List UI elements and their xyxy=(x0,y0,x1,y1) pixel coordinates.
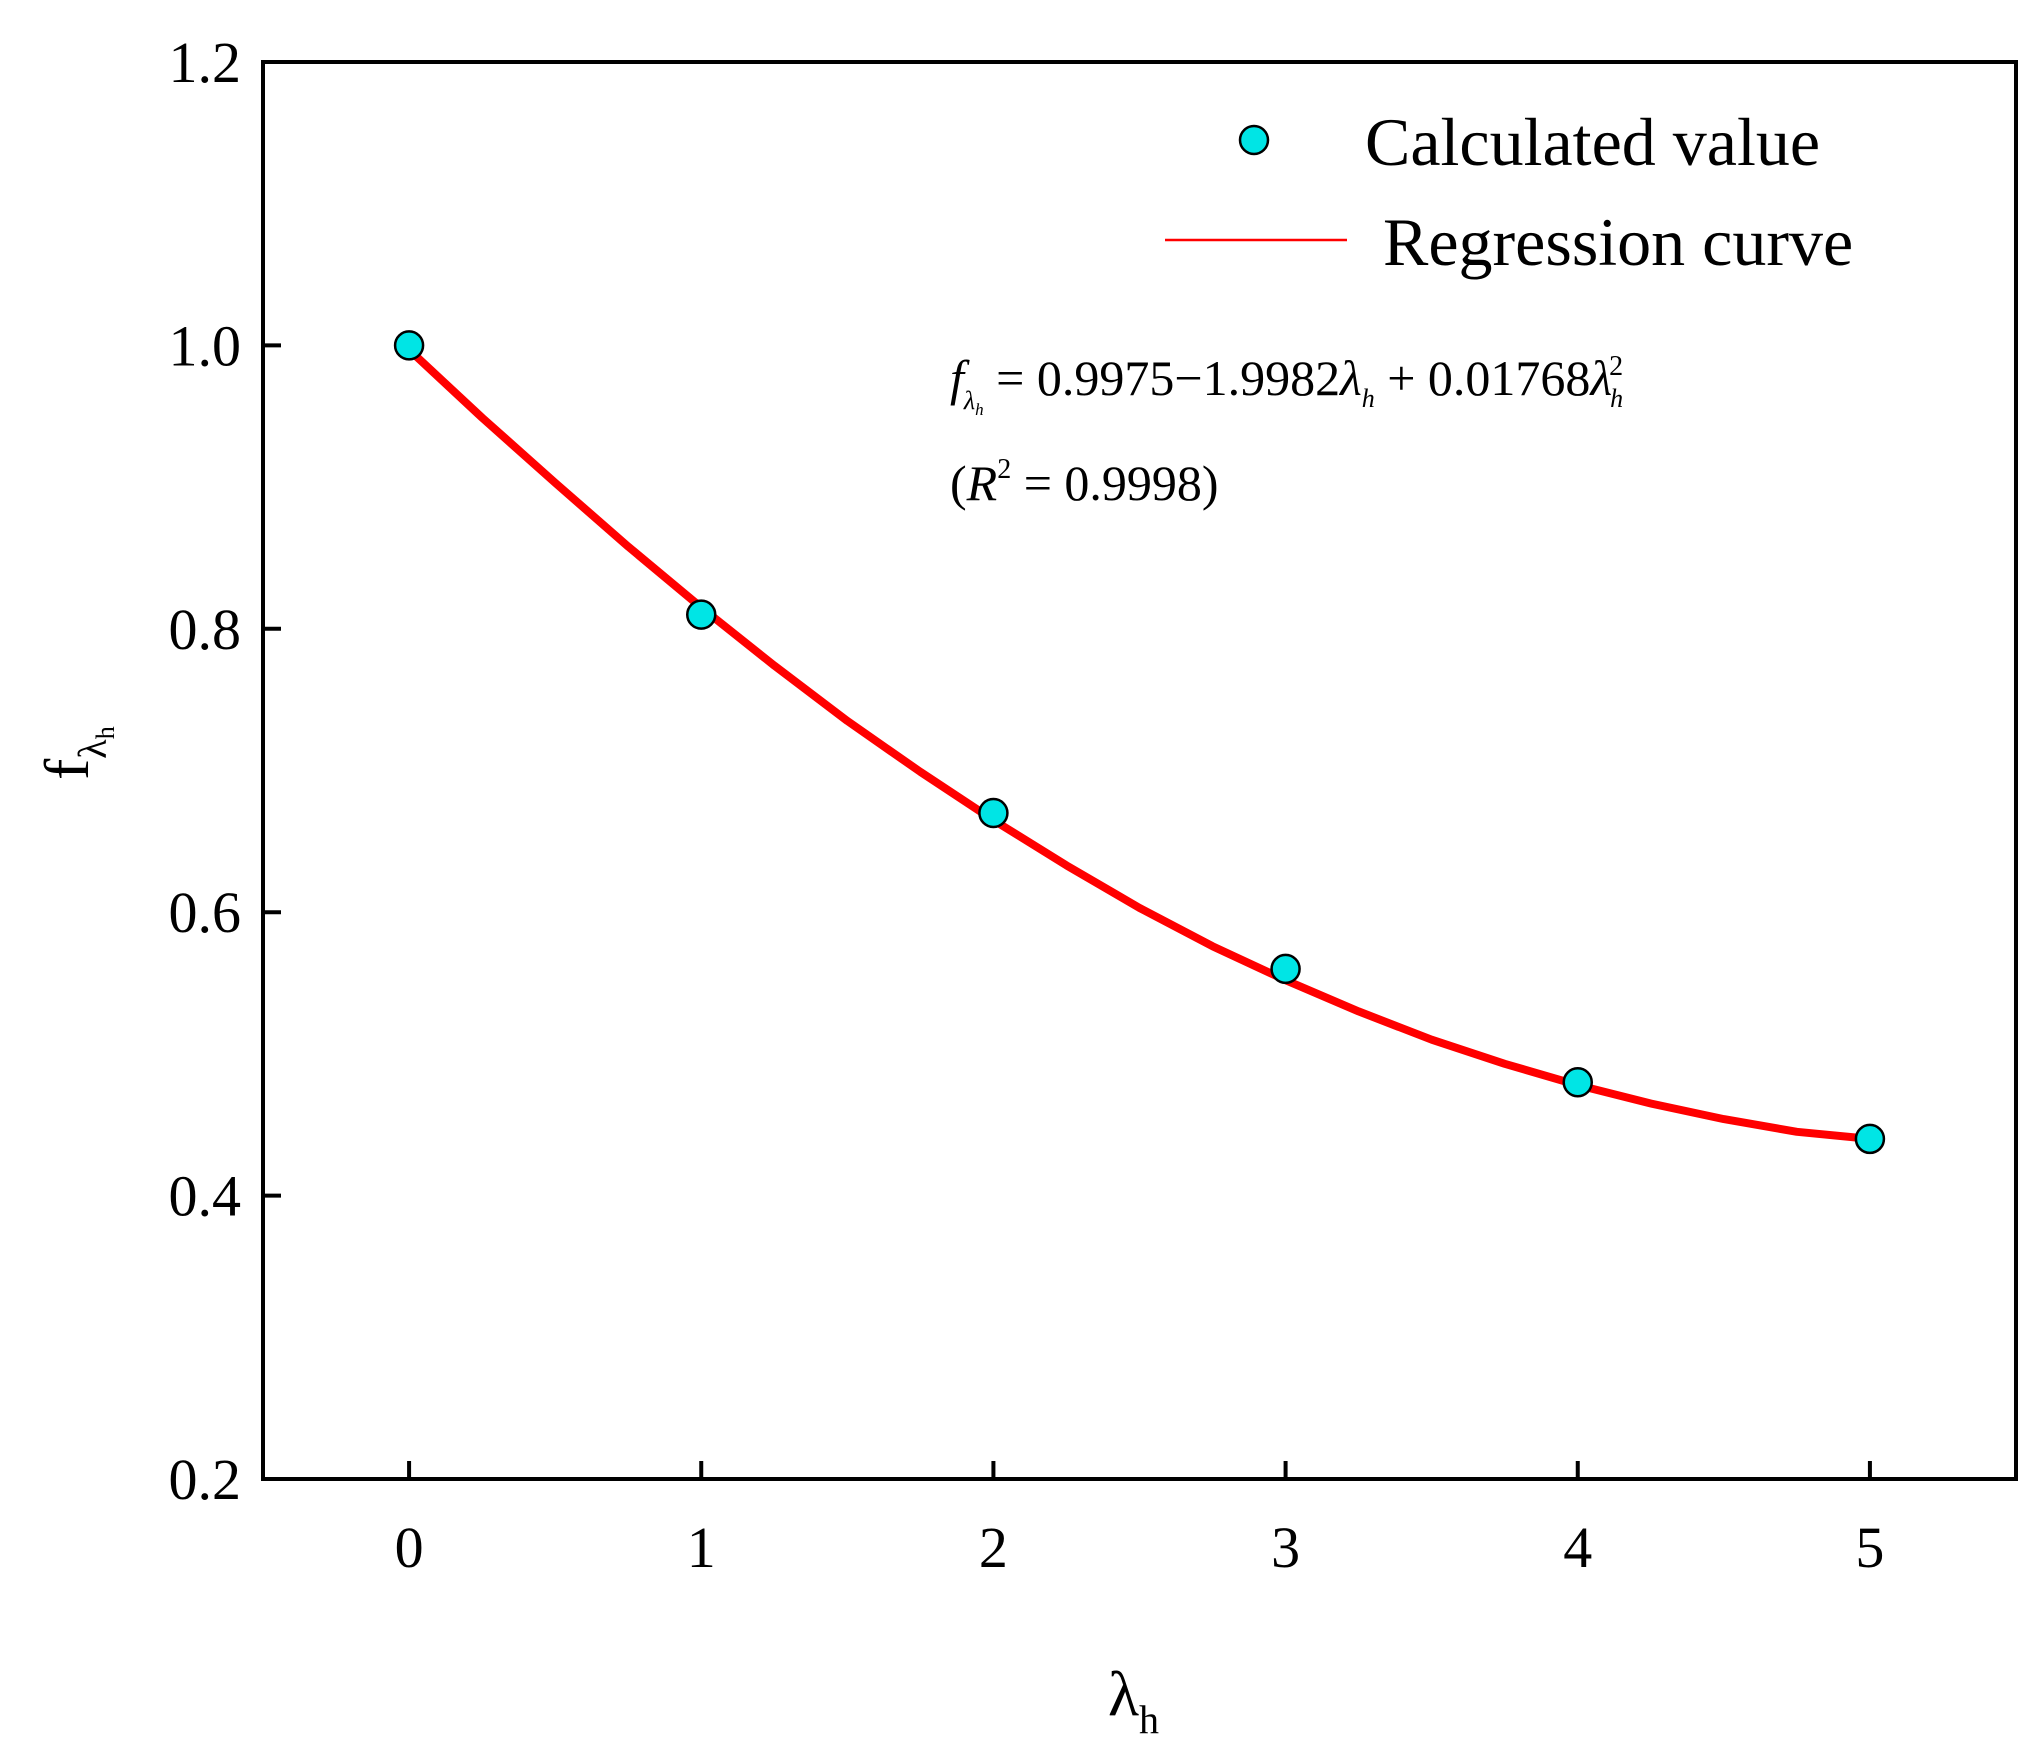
data-point-3 xyxy=(1270,953,1301,985)
x-tick-label-0: 0 xyxy=(395,1515,424,1580)
y-tick-label-5: 1.2 xyxy=(169,30,242,95)
x-tick-label-2: 2 xyxy=(979,1515,1008,1580)
data-point-0 xyxy=(393,330,425,361)
equation-line-1: fλh = 0.9975−1.9982λh + 0.01768λh2 xyxy=(950,350,1623,419)
x-tick-label-1: 1 xyxy=(687,1515,716,1580)
calculated-value-points xyxy=(393,330,1886,1155)
y-axis-tick-labels: 0.2 0.4 0.6 0.8 1.0 1.2 xyxy=(169,30,242,1512)
y-tick-label-0: 0.2 xyxy=(169,1447,242,1512)
legend-marker-calculated xyxy=(1238,124,1270,156)
x-tick-label-3: 3 xyxy=(1271,1515,1300,1580)
regression-curve xyxy=(405,345,1874,1143)
y-tick-label-3: 0.8 xyxy=(169,597,242,662)
data-point-2 xyxy=(978,797,1009,829)
y-axis-ticks xyxy=(263,60,281,1481)
x-axis-ticks xyxy=(407,1461,1872,1479)
x-axis-title: λh xyxy=(1108,1658,1159,1742)
legend-label-regression: Regression curve xyxy=(1383,204,1853,280)
y-tick-label-4: 1.0 xyxy=(169,313,242,378)
y-tick-label-1: 0.4 xyxy=(169,1164,242,1229)
x-axis-tick-labels: 0 1 2 3 4 5 xyxy=(395,1515,1885,1580)
data-point-1 xyxy=(686,599,717,630)
plot-frame xyxy=(261,60,2018,1481)
x-tick-label-5: 5 xyxy=(1855,1515,1884,1580)
y-tick-label-2: 0.6 xyxy=(169,880,242,945)
equation-line-2: (R2 = 0.9998) xyxy=(950,454,1219,511)
data-point-4 xyxy=(1562,1066,1593,1098)
x-tick-label-4: 4 xyxy=(1563,1515,1592,1580)
regression-equation: fλh = 0.9975−1.9982λh + 0.01768λh2 (R2 =… xyxy=(950,350,1623,511)
legend-label-calculated: Calculated value xyxy=(1365,104,1820,180)
legend: Calculated value Regression curve xyxy=(1165,104,1853,280)
data-point-5 xyxy=(1854,1123,1886,1155)
y-axis-title: fλh xyxy=(31,726,120,780)
